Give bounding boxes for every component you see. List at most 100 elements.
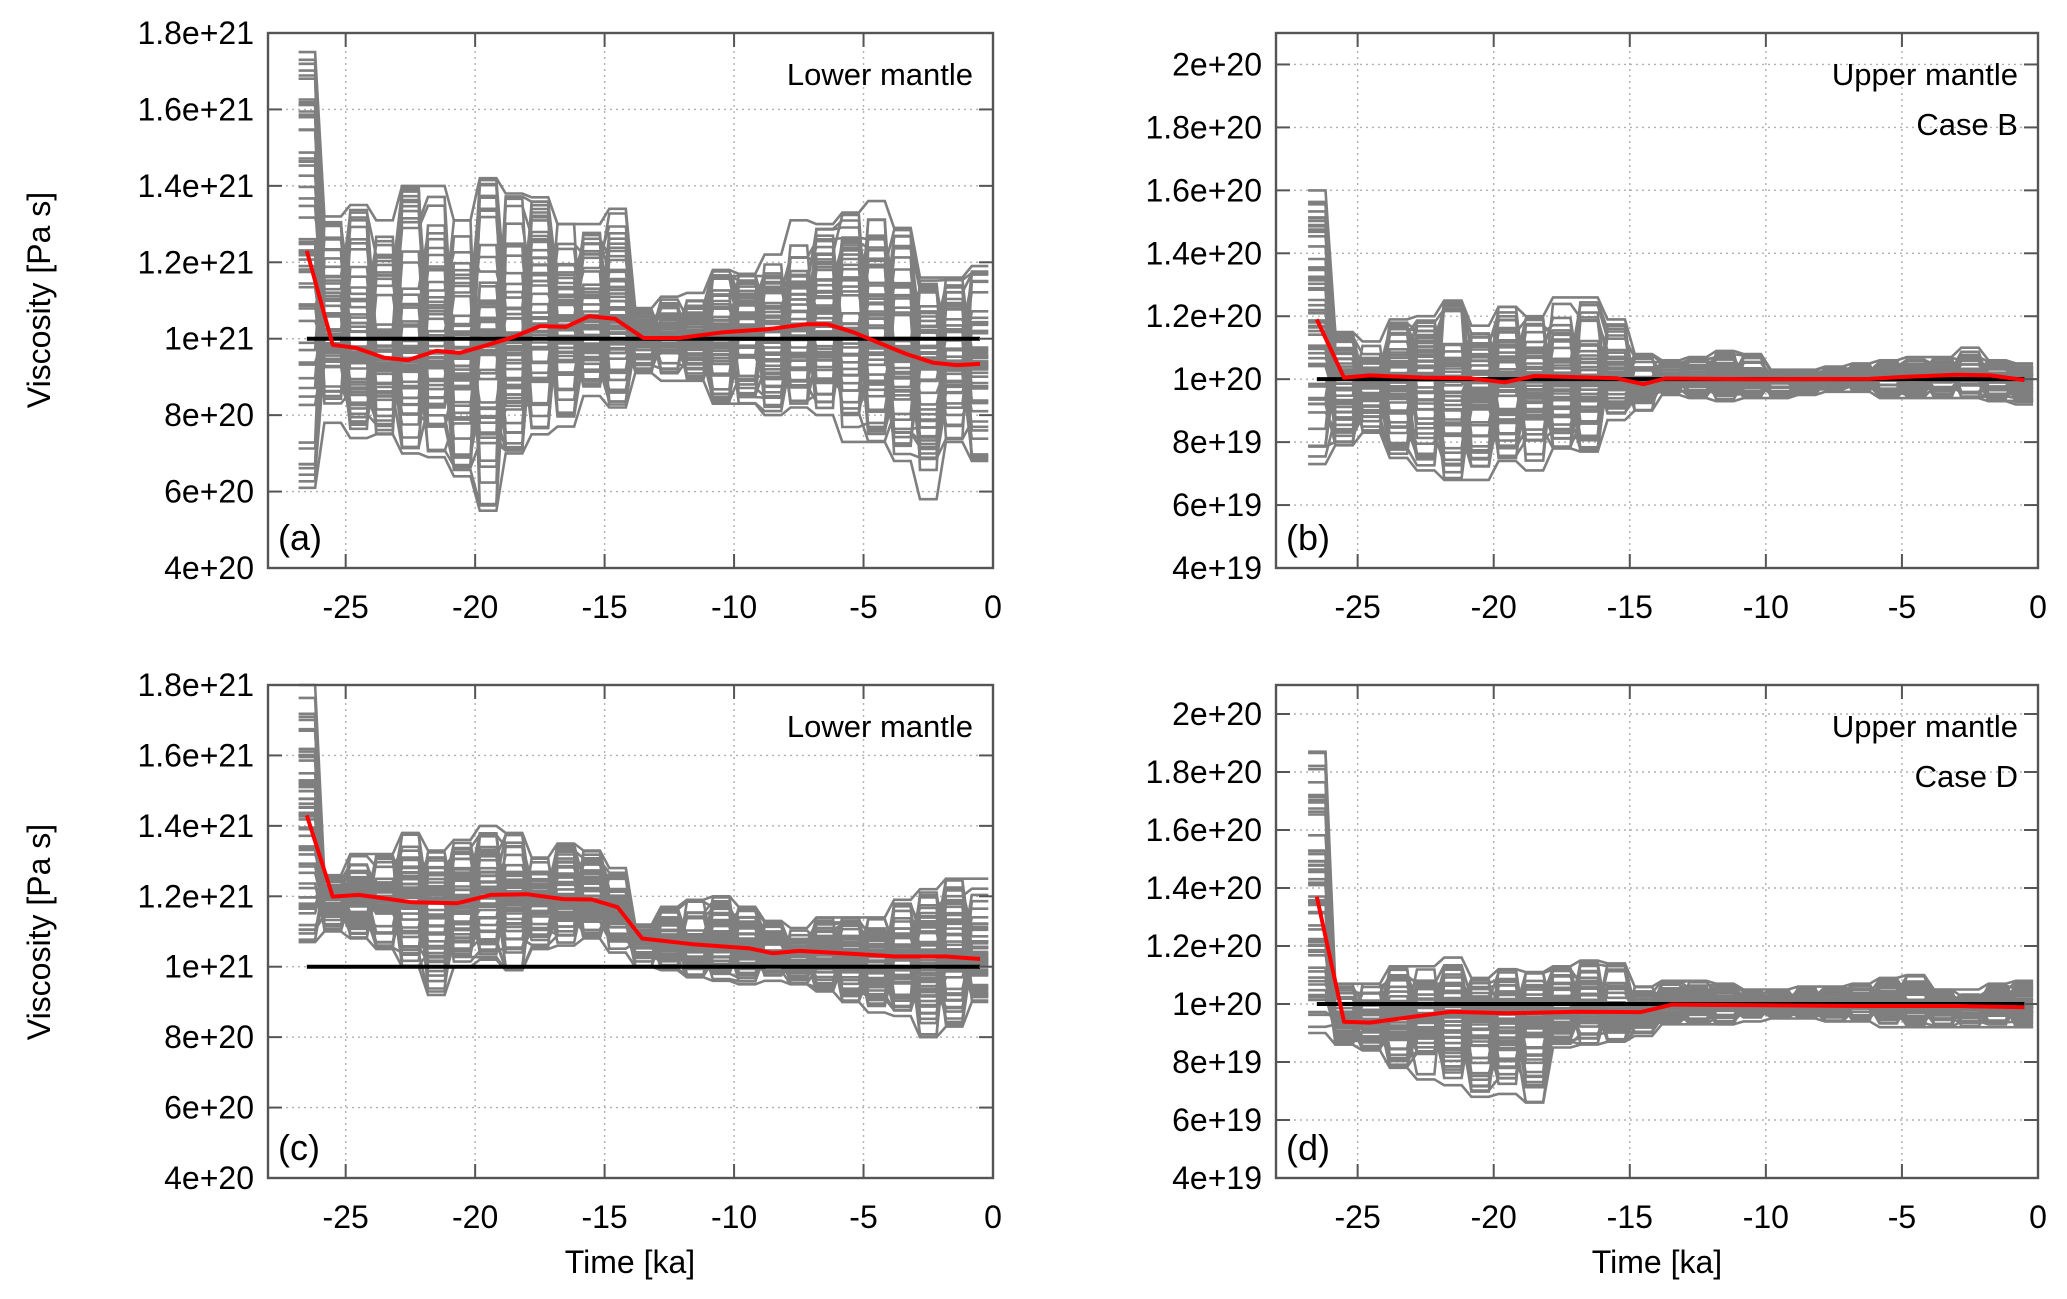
- x-tick-label: -5: [1888, 1199, 1916, 1235]
- y-tick-label: 1e+20: [1172, 986, 1262, 1022]
- x-tick-label: -5: [849, 1199, 877, 1235]
- x-tick-label: -5: [849, 589, 877, 625]
- x-tick-label: 0: [984, 1199, 1002, 1235]
- ensemble-line: [298, 222, 989, 429]
- x-tick-label: 0: [984, 589, 1002, 625]
- y-tick-label: 6e+20: [164, 1090, 254, 1126]
- ensemble-line: [1308, 311, 2034, 400]
- x-tick-label: -15: [1607, 589, 1653, 625]
- panel-annotation: Upper mantle: [1832, 57, 2018, 92]
- plot-frame: [1274, 31, 2040, 570]
- x-tick-label: -25: [323, 589, 369, 625]
- panel-annotation: Lower mantle: [787, 709, 973, 744]
- ensemble-line: [1308, 275, 2034, 403]
- panel-d: -25 -20 -15 -10 -5 0 4e+19 6e+19 8e+19 1e+20 1.2e+…: [1145, 683, 2047, 1235]
- x-tick-label: -10: [711, 589, 757, 625]
- ensemble-line: [298, 865, 989, 963]
- y-tick-label: 8e+19: [1172, 1044, 1262, 1080]
- y-tick-label: 1.4e+20: [1145, 235, 1262, 271]
- y-axis-label-top: Viscosity [Pa s]: [21, 192, 57, 408]
- panel-annotation: Upper mantle: [1832, 709, 2018, 744]
- x-tick-label: -20: [1471, 589, 1517, 625]
- y-tick-label: 6e+20: [164, 474, 254, 510]
- ensemble-lines: [298, 50, 989, 512]
- y-tick-label: 1.8e+21: [137, 667, 254, 703]
- plot-frame: [1274, 683, 2040, 1180]
- ensemble-line: [298, 58, 989, 419]
- y-tick-label: 1e+21: [164, 321, 254, 357]
- x-tick-label: -20: [452, 1199, 498, 1235]
- y-tick-label: 1.6e+20: [1145, 812, 1262, 848]
- ensemble-line: [298, 712, 989, 994]
- ensemble-line: [1308, 954, 2034, 1035]
- x-tick-label: -10: [1743, 589, 1789, 625]
- panel-tag: (c): [278, 1127, 320, 1168]
- x-tick-label: -20: [1471, 1199, 1517, 1235]
- panel-annotation: Case D: [1915, 759, 2018, 794]
- y-tick-label: 8e+19: [1172, 424, 1262, 460]
- y-tick-label: 1.8e+20: [1145, 109, 1262, 145]
- x-tick-label: -25: [1335, 589, 1381, 625]
- panel-c: -25 -20 -15 -10 -5 0 4e+20 6e+20 8e+20 1e+21 1.2e+…: [137, 667, 1001, 1235]
- ensemble-line: [1308, 987, 2034, 1053]
- y-tick-label: 6e+19: [1172, 487, 1262, 523]
- x-tick-label: -10: [711, 1199, 757, 1235]
- ensemble-line: [1308, 795, 2034, 1044]
- x-tick-label: -5: [1888, 589, 1916, 625]
- panel-a: -25 -20 -15 -10 -5 0 4e+20 6e+20 8e+20 1e+21 1.2e+…: [137, 15, 1001, 625]
- ensemble-line: [298, 151, 989, 428]
- ensemble-line: [298, 718, 989, 966]
- mean-line: [1314, 318, 2025, 387]
- ensemble-line: [298, 195, 989, 476]
- x-tick-label: -15: [581, 589, 627, 625]
- y-tick-label: 1.2e+20: [1145, 928, 1262, 964]
- ensemble-line: [298, 256, 989, 434]
- y-tick-label: 1.4e+20: [1145, 870, 1262, 906]
- ensemble-line: [298, 303, 989, 429]
- y-tick-label: 2e+20: [1172, 46, 1262, 82]
- ensemble-line: [298, 115, 989, 449]
- y-tick-label: 1.4e+21: [137, 808, 254, 844]
- y-tick-label: 1.2e+21: [137, 878, 254, 914]
- x-tick-label: -20: [452, 589, 498, 625]
- ensemble-lines: [1308, 189, 2034, 482]
- panel-annotation: Lower mantle: [787, 57, 973, 92]
- panel-tag: (a): [278, 517, 322, 558]
- panel-tag: (b): [1286, 517, 1330, 558]
- y-tick-label: 4e+19: [1172, 550, 1262, 586]
- ensemble-lines: [1308, 750, 2034, 1104]
- y-tick-label: 2e+20: [1172, 696, 1262, 732]
- ensemble-line: [1308, 303, 2034, 440]
- plot-frame: [266, 683, 995, 1180]
- y-tick-label: 1.4e+21: [137, 168, 254, 204]
- x-tick-label: 0: [2029, 1199, 2047, 1235]
- y-axis-label-bottom: Viscosity [Pa s]: [21, 824, 57, 1040]
- ensemble-line: [298, 237, 989, 404]
- y-tick-label: 1e+21: [164, 949, 254, 985]
- ensemble-line: [298, 781, 989, 1012]
- ensemble-line: [298, 160, 989, 421]
- x-tick-label: -25: [323, 1199, 369, 1235]
- y-tick-label: 1.6e+20: [1145, 172, 1262, 208]
- y-tick-label: 1e+20: [1172, 361, 1262, 397]
- x-tick-label: -25: [1335, 1199, 1381, 1235]
- x-tick-label: -15: [581, 1199, 627, 1235]
- y-tick-label: 4e+20: [164, 550, 254, 586]
- ensemble-line: [298, 826, 989, 1004]
- panel-b: -25 -20 -15 -10 -5 0 4e+19 6e+19 8e+19 1e+20 1.2e+…: [1145, 31, 2047, 625]
- y-tick-label: 1.8e+21: [137, 15, 254, 51]
- x-axis-label-right: Time [ka]: [1592, 1244, 1722, 1280]
- ensemble-line: [298, 230, 989, 466]
- mean-line: [304, 814, 981, 961]
- ensemble-line: [298, 221, 989, 439]
- x-axis-label-left: Time [ka]: [565, 1244, 695, 1280]
- y-tick-label: 1.6e+21: [137, 737, 254, 773]
- y-tick-label: 8e+20: [164, 397, 254, 433]
- y-tick-label: 6e+19: [1172, 1102, 1262, 1138]
- plot-frame: [266, 31, 995, 570]
- x-tick-label: 0: [2029, 589, 2047, 625]
- ensemble-line: [298, 157, 989, 434]
- y-tick-label: 1.2e+21: [137, 244, 254, 280]
- y-tick-label: 1.2e+20: [1145, 298, 1262, 334]
